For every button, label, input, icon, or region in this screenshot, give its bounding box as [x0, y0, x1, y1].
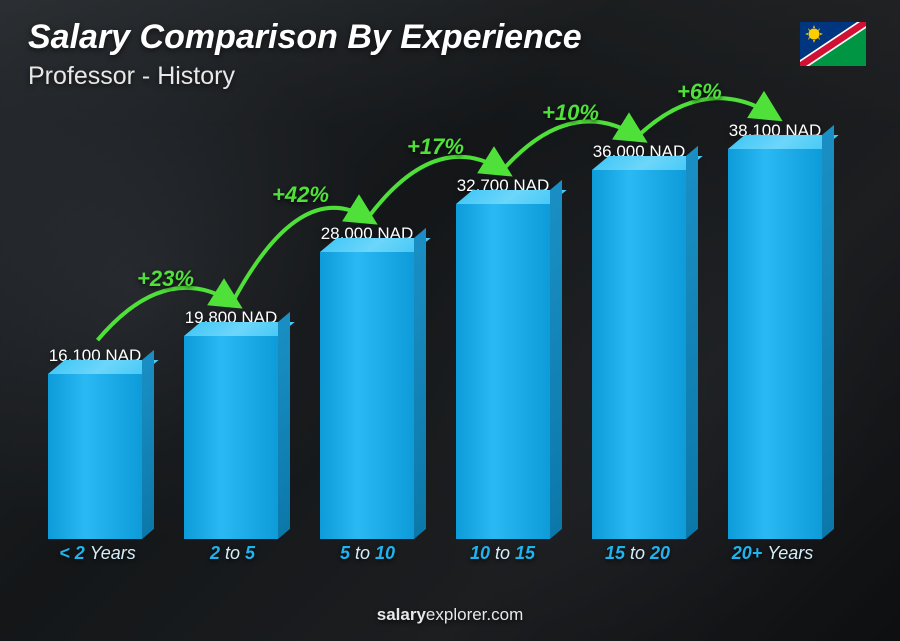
growth-pct-label: +23% — [137, 266, 194, 292]
x-axis-labels: < 2 Years2 to 55 to 1010 to 1515 to 2020… — [30, 543, 840, 571]
footer-brand-rest: explorer.com — [426, 605, 523, 624]
chart-subtitle: Professor - History — [28, 62, 235, 91]
bar-slot: 38,100 NAD — [710, 105, 840, 539]
x-axis-label: 15 to 20 — [570, 543, 705, 571]
bar-slot: 28,000 NAD — [302, 105, 432, 539]
chart-area: 16,100 NAD19,800 NAD28,000 NAD32,700 NAD… — [30, 105, 840, 571]
growth-pct-label: +10% — [542, 100, 599, 126]
bar-slot: 32,700 NAD — [438, 105, 568, 539]
bar — [592, 170, 686, 539]
growth-pct-label: +42% — [272, 182, 329, 208]
bars-row: 16,100 NAD19,800 NAD28,000 NAD32,700 NAD… — [30, 105, 840, 539]
x-axis-label: 20+ Years — [705, 543, 840, 571]
chart-title: Salary Comparison By Experience — [28, 18, 582, 57]
bar — [320, 252, 414, 539]
chart-container: Salary Comparison By Experience Professo… — [0, 0, 900, 641]
bar-slot: 16,100 NAD — [30, 105, 160, 539]
footer-brand-bold: salary — [377, 605, 426, 624]
x-axis-label: 5 to 10 — [300, 543, 435, 571]
x-axis-label: 2 to 5 — [165, 543, 300, 571]
bar — [728, 149, 822, 539]
footer-attribution: salaryexplorer.com — [0, 605, 900, 625]
bar — [48, 374, 142, 539]
growth-pct-label: +6% — [677, 79, 722, 105]
growth-pct-label: +17% — [407, 134, 464, 160]
bar — [456, 204, 550, 539]
x-axis-label: 10 to 15 — [435, 543, 570, 571]
x-axis-label: < 2 Years — [30, 543, 165, 571]
bar — [184, 336, 278, 539]
bar-slot: 19,800 NAD — [166, 105, 296, 539]
bar-slot: 36,000 NAD — [574, 105, 704, 539]
namibia-flag-icon — [800, 22, 866, 66]
